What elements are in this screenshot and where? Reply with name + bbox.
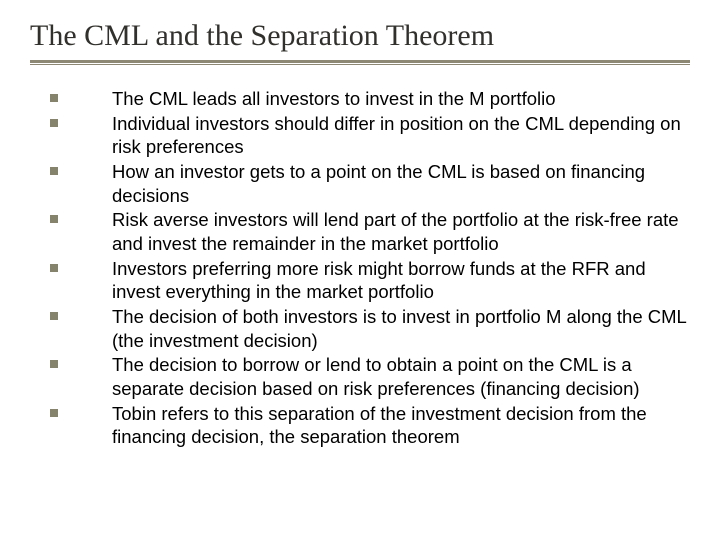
bullet-icon [50, 167, 58, 175]
list-item: Individual investors should differ in po… [50, 112, 690, 159]
bullet-icon [50, 215, 58, 223]
bullet-list: The CML leads all investors to invest in… [50, 87, 690, 449]
list-item-text: Risk averse investors will lend part of … [112, 209, 679, 254]
list-item-text: The decision of both investors is to inv… [112, 306, 686, 351]
bullet-icon [50, 94, 58, 102]
bullet-icon [50, 264, 58, 272]
bullet-icon [50, 409, 58, 417]
title-underline [30, 60, 690, 65]
list-item: Investors preferring more risk might bor… [50, 257, 690, 304]
slide: The CML and the Separation Theorem The C… [0, 0, 720, 540]
list-item-text: Individual investors should differ in po… [112, 113, 681, 158]
slide-body: The CML leads all investors to invest in… [30, 87, 690, 449]
list-item-text: Tobin refers to this separation of the i… [112, 403, 647, 448]
slide-title: The CML and the Separation Theorem [30, 18, 690, 54]
list-item: How an investor gets to a point on the C… [50, 160, 690, 207]
title-underline-top [30, 60, 690, 63]
list-item: The CML leads all investors to invest in… [50, 87, 690, 111]
list-item-text: The CML leads all investors to invest in… [112, 88, 556, 109]
bullet-icon [50, 360, 58, 368]
bullet-icon [50, 119, 58, 127]
list-item: The decision to borrow or lend to obtain… [50, 353, 690, 400]
bullet-icon [50, 312, 58, 320]
list-item: Risk averse investors will lend part of … [50, 208, 690, 255]
title-underline-bottom [30, 64, 690, 65]
list-item-text: Investors preferring more risk might bor… [112, 258, 646, 303]
list-item-text: How an investor gets to a point on the C… [112, 161, 645, 206]
list-item-text: The decision to borrow or lend to obtain… [112, 354, 640, 399]
list-item: The decision of both investors is to inv… [50, 305, 690, 352]
list-item: Tobin refers to this separation of the i… [50, 402, 690, 449]
